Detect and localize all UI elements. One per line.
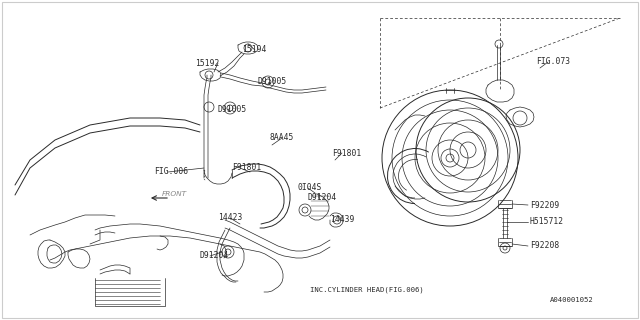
Text: 14439: 14439 [330, 215, 355, 225]
Text: 0I04S: 0I04S [298, 183, 323, 193]
Text: 15192: 15192 [195, 59, 220, 68]
Text: H515712: H515712 [530, 218, 564, 227]
Text: 14423: 14423 [218, 213, 243, 222]
Text: INC.CYLINDER HEAD(FIG.006): INC.CYLINDER HEAD(FIG.006) [310, 287, 424, 293]
Text: D91204: D91204 [307, 194, 336, 203]
Text: FRONT: FRONT [162, 191, 187, 197]
Text: D91005: D91005 [258, 77, 287, 86]
Text: A040001052: A040001052 [550, 297, 594, 303]
Text: F91801: F91801 [232, 164, 261, 172]
Text: FIG.006: FIG.006 [154, 167, 188, 177]
Text: FIG.073: FIG.073 [536, 58, 570, 67]
Text: F92208: F92208 [530, 242, 559, 251]
Text: 15194: 15194 [242, 45, 266, 54]
Text: D91005: D91005 [218, 106, 247, 115]
Text: F92209: F92209 [530, 201, 559, 210]
Text: 8AA45: 8AA45 [270, 133, 294, 142]
Text: D91204: D91204 [200, 252, 229, 260]
Text: F91801: F91801 [332, 148, 361, 157]
